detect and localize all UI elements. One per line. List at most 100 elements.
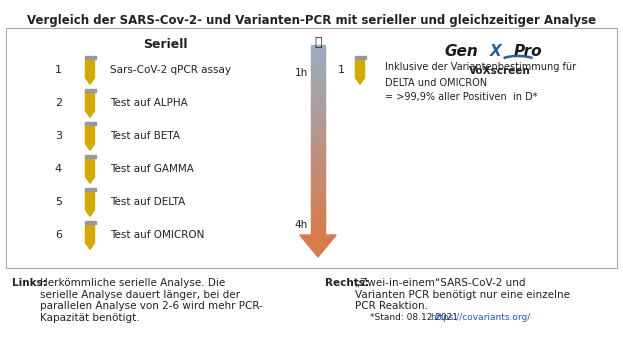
Bar	[311, 48, 325, 52]
Bar	[311, 112, 325, 115]
Text: Test auf DELTA: Test auf DELTA	[110, 197, 185, 207]
Bar	[85, 122, 95, 125]
Bar	[311, 51, 325, 55]
Bar	[85, 188, 95, 191]
Bar	[311, 96, 325, 99]
Bar	[311, 175, 325, 178]
Bar	[311, 99, 325, 102]
Bar	[311, 162, 325, 166]
Bar	[311, 197, 325, 201]
Text: 1h: 1h	[295, 68, 308, 78]
Bar	[311, 172, 325, 175]
Bar	[311, 184, 325, 188]
Bar	[311, 222, 325, 226]
Text: ⏱: ⏱	[314, 36, 321, 49]
Polygon shape	[85, 223, 95, 249]
Bar	[85, 155, 95, 158]
Bar	[311, 153, 325, 156]
Bar	[311, 203, 325, 207]
Bar	[311, 137, 325, 140]
Bar	[311, 165, 325, 169]
Polygon shape	[300, 235, 336, 257]
Bar	[311, 229, 325, 232]
Text: DELTA und OMICRON: DELTA und OMICRON	[385, 78, 487, 88]
Bar	[311, 178, 325, 182]
Text: X: X	[490, 44, 502, 59]
Bar	[85, 89, 95, 92]
Polygon shape	[85, 91, 95, 117]
Bar	[311, 67, 325, 71]
Bar	[311, 159, 325, 163]
Bar	[311, 58, 325, 61]
Bar	[85, 221, 95, 224]
Text: https://covariants.org/: https://covariants.org/	[430, 313, 530, 322]
Text: 1: 1	[55, 65, 62, 75]
Text: Test auf BETA: Test auf BETA	[110, 131, 180, 141]
Bar	[311, 118, 325, 121]
Bar	[311, 102, 325, 106]
Bar	[311, 128, 325, 131]
Polygon shape	[356, 58, 364, 84]
Bar	[6, 28, 617, 268]
Text: Test auf OMICRON: Test auf OMICRON	[110, 230, 204, 240]
Bar	[311, 134, 325, 137]
Bar	[311, 92, 325, 96]
Text: Gen: Gen	[444, 44, 478, 59]
Text: Sars-CoV-2 qPCR assay: Sars-CoV-2 qPCR assay	[110, 65, 231, 75]
Text: 4: 4	[55, 164, 62, 174]
Bar	[311, 219, 325, 223]
Text: 3: 3	[55, 131, 62, 141]
Text: Rechts:: Rechts:	[325, 278, 369, 288]
Bar	[311, 115, 325, 118]
Bar	[311, 105, 325, 109]
Bar	[311, 80, 325, 84]
Bar	[311, 213, 325, 217]
Bar	[311, 76, 325, 80]
Bar	[311, 187, 325, 191]
Text: Herkömmliche serielle Analyse. Die
serielle Analyse dauert länger, bei der
paral: Herkömmliche serielle Analyse. Die serie…	[40, 278, 263, 323]
Bar	[311, 206, 325, 210]
Polygon shape	[85, 157, 95, 183]
Bar	[311, 121, 325, 125]
Bar	[311, 200, 325, 204]
Text: 5: 5	[55, 197, 62, 207]
Bar	[311, 150, 325, 153]
Text: *Stand: 08.12.2021: *Stand: 08.12.2021	[370, 313, 464, 322]
Bar	[311, 83, 325, 87]
Bar	[311, 169, 325, 172]
Bar	[311, 140, 325, 144]
Bar	[311, 124, 325, 128]
Bar	[311, 89, 325, 93]
Text: Inklusive der Variantenbestimmung für: Inklusive der Variantenbestimmung für	[385, 62, 576, 72]
Text: Seriell: Seriell	[143, 38, 188, 51]
Bar	[311, 225, 325, 229]
Bar	[311, 45, 325, 49]
Bar	[311, 54, 325, 58]
Text: Test auf GAMMA: Test auf GAMMA	[110, 164, 194, 174]
Bar	[311, 73, 325, 77]
Text: VoXscreen: VoXscreen	[469, 66, 531, 76]
Bar	[311, 108, 325, 112]
Bar	[311, 216, 325, 220]
Bar	[311, 131, 325, 134]
Bar	[311, 64, 325, 68]
Text: = >99,9% aller Positiven  in D*: = >99,9% aller Positiven in D*	[385, 92, 538, 102]
Text: „Zwei-in-einem“SARS-CoV-2 und
Varianten PCR benötigt nur eine einzelne
PCR Reakt: „Zwei-in-einem“SARS-CoV-2 und Varianten …	[355, 278, 570, 311]
Text: Pro: Pro	[514, 44, 543, 59]
Bar	[311, 210, 325, 213]
Bar	[311, 181, 325, 185]
Bar	[311, 194, 325, 198]
Polygon shape	[85, 190, 95, 216]
Bar	[311, 61, 325, 65]
Bar	[311, 232, 325, 236]
Bar	[311, 70, 325, 74]
Text: 4h: 4h	[295, 220, 308, 230]
Bar	[311, 143, 325, 147]
Polygon shape	[85, 124, 95, 150]
Bar	[354, 56, 366, 59]
Polygon shape	[85, 58, 95, 84]
Text: Links:: Links:	[12, 278, 47, 288]
Text: Test auf ALPHA: Test auf ALPHA	[110, 98, 188, 108]
Bar	[311, 86, 325, 90]
Text: 6: 6	[55, 230, 62, 240]
